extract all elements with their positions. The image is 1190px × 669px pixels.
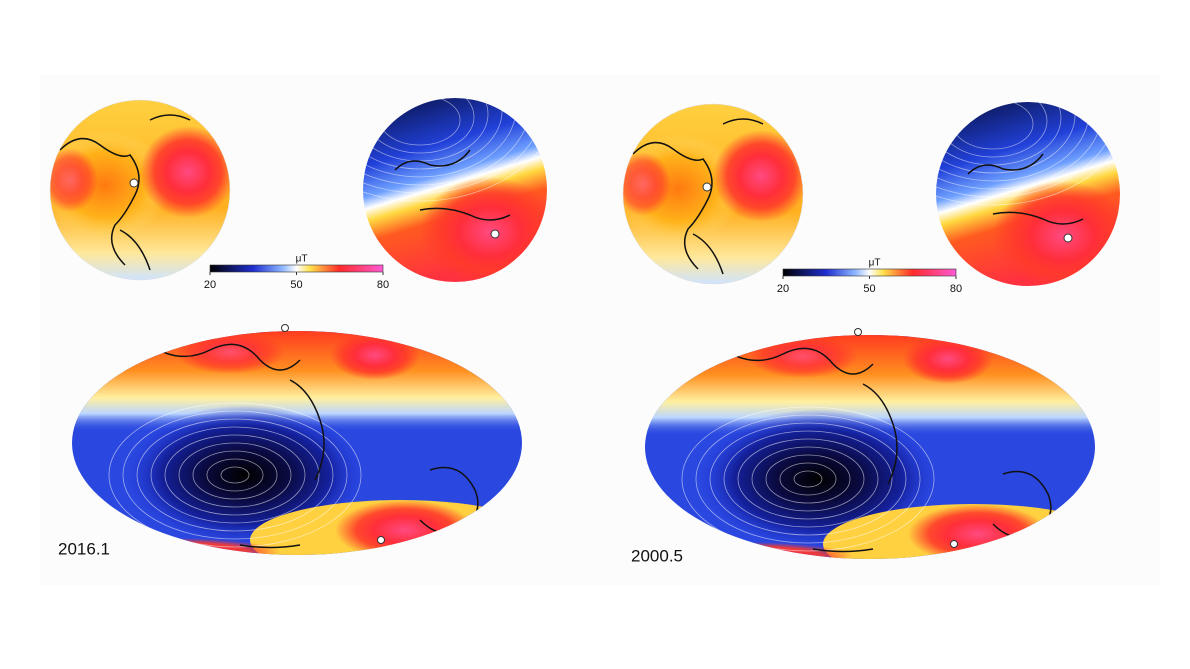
contour-line <box>709 422 907 536</box>
contour-line <box>737 438 879 520</box>
contour-line <box>108 402 362 548</box>
pole-marker <box>1063 233 1073 243</box>
pole-marker <box>490 229 500 239</box>
epoch-label: 2000.5 <box>631 546 683 565</box>
pole-marker <box>854 328 862 336</box>
colorbar-tick-label: 50 <box>863 283 875 295</box>
field-high <box>140 126 230 218</box>
pole-marker <box>281 324 289 332</box>
pole-marker <box>950 540 958 548</box>
field-high <box>713 130 803 222</box>
global-map <box>72 331 522 555</box>
contour-line <box>192 450 278 500</box>
coastline <box>722 347 1052 553</box>
contour-line <box>178 442 292 508</box>
coastline <box>59 114 191 271</box>
colorbar <box>209 264 384 273</box>
colorbar-tick-label: 50 <box>290 279 302 291</box>
colorbar-unit: μT <box>296 254 308 265</box>
colorbar-unit: μT <box>869 258 881 269</box>
colorbar <box>782 268 957 277</box>
coastline <box>394 149 511 221</box>
colorbar-tick-label: 20 <box>777 283 789 295</box>
pole-marker <box>702 182 712 192</box>
field-high <box>50 148 98 212</box>
contour-line <box>751 446 865 512</box>
north-pole-map <box>50 100 230 280</box>
contour-line <box>363 98 503 170</box>
contour-line <box>122 410 348 540</box>
pole-marker <box>129 178 139 188</box>
field-high <box>623 152 671 216</box>
contour-line <box>681 406 935 552</box>
contour-line <box>695 414 921 544</box>
contour-line <box>164 434 306 516</box>
contour-line <box>150 426 320 524</box>
colorbar-tick-label: 80 <box>377 279 389 291</box>
panel: μT 20 50 80 2000.5 <box>622 102 1120 565</box>
contour-line <box>136 418 334 532</box>
map-outline <box>49 99 231 281</box>
coastline <box>149 343 479 549</box>
contour-line <box>793 470 823 488</box>
colorbar-tick-label: 20 <box>204 279 216 291</box>
contour-line <box>779 462 837 496</box>
colorbar-tick-label: 80 <box>950 283 962 295</box>
contour-line <box>723 430 893 528</box>
map-outline <box>622 103 804 285</box>
contour-line <box>765 454 851 504</box>
coastline <box>967 153 1084 225</box>
epoch-label: 2016.1 <box>58 539 110 558</box>
contour-line <box>220 466 250 484</box>
contour-line <box>206 458 264 492</box>
global-map <box>645 335 1095 559</box>
north-pole-map <box>623 104 803 284</box>
contour-line <box>936 102 1076 174</box>
contour-line <box>936 102 1120 206</box>
pole-marker <box>377 536 385 544</box>
contour-line <box>363 98 547 202</box>
coastline <box>632 118 764 275</box>
